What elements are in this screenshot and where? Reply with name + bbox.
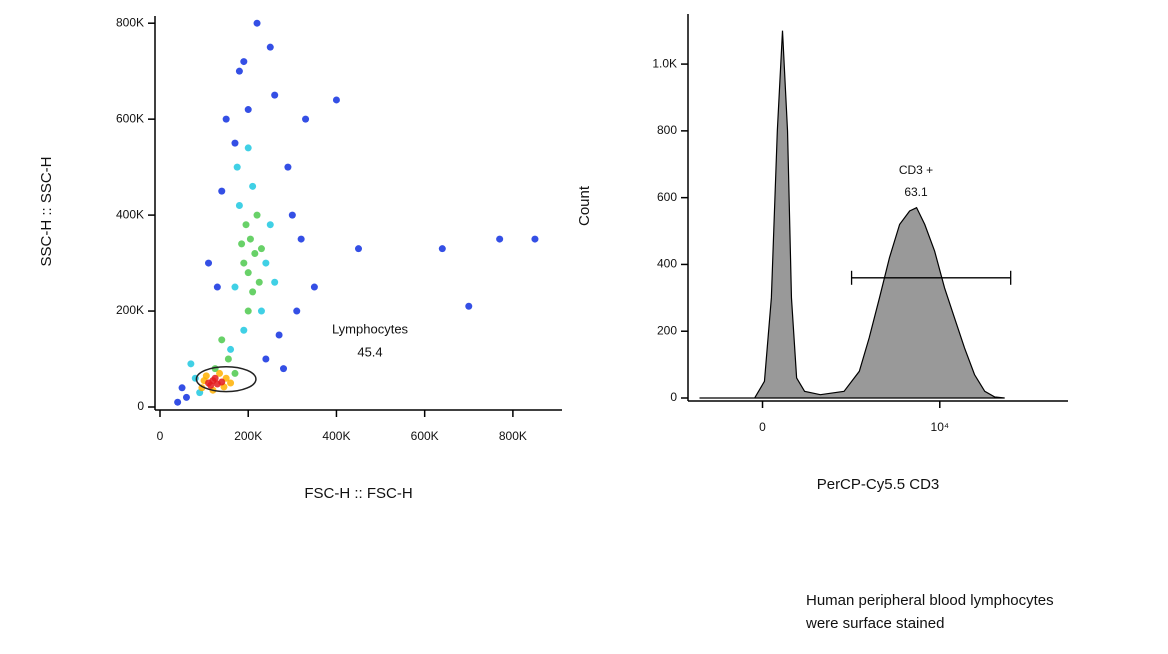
point xyxy=(251,249,259,257)
point xyxy=(275,331,283,339)
point xyxy=(207,381,215,389)
gate-value: 63.1 xyxy=(904,185,928,199)
x-tick-label: 10⁴ xyxy=(931,420,950,434)
point xyxy=(222,115,230,123)
point xyxy=(231,139,239,147)
point xyxy=(235,202,243,210)
point xyxy=(288,211,296,219)
y-tick-label: 200 xyxy=(657,323,677,337)
point xyxy=(182,393,190,401)
point xyxy=(271,278,279,286)
point xyxy=(242,221,250,229)
point xyxy=(240,259,248,267)
point xyxy=(297,235,305,243)
point xyxy=(255,278,263,286)
y-tick-label: 0 xyxy=(137,399,144,413)
point xyxy=(240,58,248,66)
point xyxy=(438,245,446,253)
gate-label: CD3 + xyxy=(899,163,933,177)
point xyxy=(231,283,239,291)
x-tick-label: 0 xyxy=(759,420,766,434)
point xyxy=(227,345,235,353)
y-tick-label: 400K xyxy=(116,207,144,221)
y-axis-label: SSC-H :: SSC-H xyxy=(38,156,55,266)
caption: were surface stained xyxy=(805,615,944,632)
y-tick-label: 200K xyxy=(116,303,144,317)
x-axis-label: FSC-H :: FSC-H xyxy=(304,485,412,502)
point xyxy=(310,283,318,291)
point xyxy=(253,19,261,27)
point xyxy=(302,115,310,123)
point xyxy=(280,365,288,373)
point xyxy=(246,235,254,243)
gate-label: Lymphocytes xyxy=(332,321,409,336)
histogram xyxy=(699,30,1005,399)
point xyxy=(227,379,235,387)
point xyxy=(244,144,252,152)
point xyxy=(262,259,270,267)
gate xyxy=(195,365,257,393)
point xyxy=(187,360,195,368)
point xyxy=(257,307,265,315)
point xyxy=(293,307,301,315)
point xyxy=(249,182,257,190)
point xyxy=(257,245,265,253)
point xyxy=(465,302,473,310)
y-tick-label: 600K xyxy=(116,111,144,125)
point xyxy=(178,384,186,392)
x-tick-label: 0 xyxy=(157,429,164,443)
point xyxy=(284,163,292,171)
point xyxy=(224,355,232,363)
point xyxy=(218,378,226,386)
point xyxy=(531,235,539,243)
point xyxy=(205,259,213,267)
y-tick-label: 800 xyxy=(657,123,677,137)
point xyxy=(262,355,270,363)
point xyxy=(244,269,252,277)
point xyxy=(216,369,224,377)
gate-value: 45.4 xyxy=(357,344,382,359)
point xyxy=(355,245,362,253)
point xyxy=(231,369,239,377)
x-tick-label: 800K xyxy=(499,429,527,443)
point xyxy=(238,240,246,248)
y-tick-label: 0 xyxy=(670,390,677,404)
point xyxy=(235,67,243,75)
x-tick-label: 600K xyxy=(411,429,439,443)
y-tick-label: 800K xyxy=(116,15,144,29)
y-tick-label: 600 xyxy=(657,190,677,204)
point xyxy=(244,307,252,315)
point xyxy=(253,211,261,219)
caption: Human peripheral blood lymphocytes xyxy=(806,592,1054,609)
point xyxy=(332,96,340,104)
point xyxy=(233,163,241,171)
point xyxy=(271,91,279,99)
point xyxy=(218,336,226,344)
x-axis-label: PerCP-Cy5.5 CD3 xyxy=(817,476,940,493)
point xyxy=(249,288,257,296)
point xyxy=(496,235,504,243)
point xyxy=(266,43,274,51)
x-tick-label: 200K xyxy=(234,429,262,443)
point xyxy=(244,106,252,114)
point xyxy=(266,221,274,229)
y-axis-label: Count xyxy=(576,185,593,226)
y-tick-label: 400 xyxy=(657,257,677,271)
point xyxy=(218,187,226,195)
point xyxy=(211,374,219,382)
point xyxy=(213,283,221,291)
point xyxy=(174,398,182,406)
x-tick-label: 400K xyxy=(322,429,350,443)
point xyxy=(240,326,248,334)
y-tick-label: 1.0K xyxy=(652,56,677,70)
